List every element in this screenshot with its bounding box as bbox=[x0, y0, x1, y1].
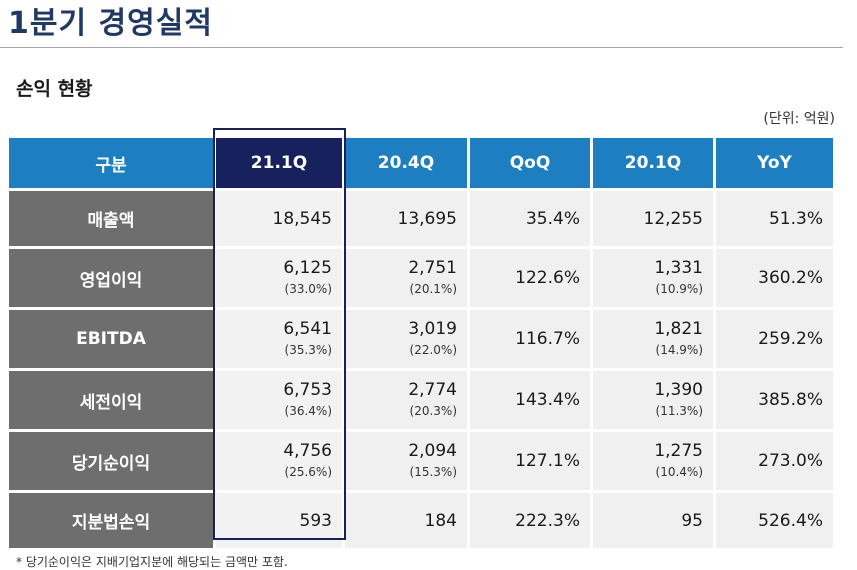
income-statement-table: 구분 21.1Q 20.4Q QoQ 20.1Q YoY 매출액 18,545 13… bbox=[6, 135, 836, 551]
table-row: EBITDA 6,541 (35.3%) 3,019 (22.0%) 116.7% 1,82… bbox=[9, 310, 833, 368]
cell-20-4q: 2,094 (15.3%) bbox=[345, 432, 467, 490]
cell-20-1q: 1,821 (14.9%) bbox=[593, 310, 713, 368]
cell-20-1q: 95 bbox=[593, 493, 713, 548]
cell-20-4q-value: 13,695 bbox=[397, 208, 457, 229]
row-label: 영업이익 bbox=[9, 249, 213, 307]
cell-21-1q-margin: (36.4%) bbox=[284, 404, 332, 418]
cell-20-1q: 12,255 bbox=[593, 191, 713, 246]
cell-20-1q: 1,390 (11.3%) bbox=[593, 371, 713, 429]
section-heading: 손익 현황 bbox=[16, 78, 93, 100]
cell-20-4q: 2,774 (20.3%) bbox=[345, 371, 467, 429]
cell-qoq-value: 122.6% bbox=[515, 268, 580, 288]
cell-20-1q-margin: (10.4%) bbox=[655, 465, 703, 479]
cell-21-1q-margin: (25.6%) bbox=[284, 465, 332, 479]
cell-yoy: 51.3% bbox=[716, 191, 833, 246]
cell-21-1q-value: 6,541 bbox=[283, 319, 332, 339]
cell-yoy-value: 360.2% bbox=[758, 268, 823, 288]
cell-21-1q-value: 6,753 bbox=[283, 380, 332, 400]
cell-20-4q-margin: (15.3%) bbox=[409, 465, 457, 479]
cell-yoy-value: 273.0% bbox=[758, 451, 823, 471]
cell-qoq: 143.4% bbox=[470, 371, 590, 429]
header-category: 구분 bbox=[9, 138, 213, 188]
cell-qoq: 116.7% bbox=[470, 310, 590, 368]
cell-21-1q: 6,125 (33.0%) bbox=[216, 249, 342, 307]
cell-20-4q-value: 3,019 bbox=[408, 319, 457, 339]
cell-qoq: 127.1% bbox=[470, 432, 590, 490]
cell-qoq: 222.3% bbox=[470, 493, 590, 548]
cell-21-1q: 4,756 (25.6%) bbox=[216, 432, 342, 490]
row-label: EBITDA bbox=[9, 310, 213, 368]
table-row: 영업이익 6,125 (33.0%) 2,751 (20.1%) 122.6% 1,331 (… bbox=[9, 249, 833, 307]
cell-20-4q-margin: (20.3%) bbox=[409, 404, 457, 418]
header-20-1q: 20.1Q bbox=[593, 138, 713, 188]
table-row: 지분법손익 593 184 222.3% 95 526.4% bbox=[9, 493, 833, 548]
cell-20-4q-value: 2,774 bbox=[408, 380, 457, 400]
table-row: 세전이익 6,753 (36.4%) 2,774 (20.3%) 143.4% 1,390 (… bbox=[9, 371, 833, 429]
cell-yoy: 526.4% bbox=[716, 493, 833, 548]
cell-20-4q-value: 2,094 bbox=[408, 441, 457, 461]
cell-qoq-value: 222.3% bbox=[515, 510, 580, 531]
row-label: 지분법손익 bbox=[9, 493, 213, 548]
cell-qoq-value: 127.1% bbox=[515, 451, 580, 471]
cell-20-1q-value: 1,275 bbox=[654, 441, 703, 461]
cell-20-1q-value: 1,331 bbox=[654, 258, 703, 278]
cell-yoy: 259.2% bbox=[716, 310, 833, 368]
cell-qoq: 35.4% bbox=[470, 191, 590, 246]
unit-label: (단위: 억원) bbox=[763, 111, 835, 127]
cell-20-1q-margin: (11.3%) bbox=[655, 404, 703, 418]
cell-qoq-value: 35.4% bbox=[525, 208, 580, 229]
cell-21-1q: 18,545 bbox=[216, 191, 342, 246]
cell-20-1q-value: 95 bbox=[681, 510, 703, 531]
cell-20-1q-value: 12,255 bbox=[643, 208, 703, 229]
cell-yoy-value: 259.2% bbox=[758, 329, 823, 349]
cell-20-1q: 1,331 (10.9%) bbox=[593, 249, 713, 307]
cell-yoy: 385.8% bbox=[716, 371, 833, 429]
cell-21-1q: 593 bbox=[216, 493, 342, 548]
cell-qoq: 122.6% bbox=[470, 249, 590, 307]
cell-20-1q-margin: (14.9%) bbox=[655, 343, 703, 357]
cell-20-1q-value: 1,390 bbox=[654, 380, 703, 400]
cell-21-1q-value: 4,756 bbox=[283, 441, 332, 461]
cell-20-1q-value: 1,821 bbox=[654, 319, 703, 339]
cell-20-4q-margin: (20.1%) bbox=[409, 282, 457, 296]
cell-21-1q-margin: (35.3%) bbox=[284, 343, 332, 357]
cell-yoy-value: 51.3% bbox=[768, 208, 823, 229]
cell-20-1q: 1,275 (10.4%) bbox=[593, 432, 713, 490]
cell-yoy-value: 526.4% bbox=[758, 510, 823, 531]
cell-21-1q-value: 18,545 bbox=[272, 208, 332, 229]
row-label: 매출액 bbox=[9, 191, 213, 246]
table-header-row: 구분 21.1Q 20.4Q QoQ 20.1Q YoY bbox=[9, 138, 833, 188]
cell-21-1q-value: 593 bbox=[299, 510, 332, 531]
cell-20-4q-value: 184 bbox=[424, 510, 457, 531]
cell-21-1q-margin: (33.0%) bbox=[284, 282, 332, 296]
cell-yoy: 273.0% bbox=[716, 432, 833, 490]
cell-yoy: 360.2% bbox=[716, 249, 833, 307]
footnote: * 당기순이익은 지배기업지분에 해당되는 금액만 포함. bbox=[16, 555, 288, 569]
cell-20-4q-value: 2,751 bbox=[408, 258, 457, 278]
cell-qoq-value: 116.7% bbox=[515, 329, 580, 349]
cell-20-4q-margin: (22.0%) bbox=[409, 343, 457, 357]
cell-20-4q: 2,751 (20.1%) bbox=[345, 249, 467, 307]
title-divider bbox=[0, 47, 843, 48]
cell-20-1q-margin: (10.9%) bbox=[655, 282, 703, 296]
cell-21-1q-value: 6,125 bbox=[283, 258, 332, 278]
cell-20-4q: 184 bbox=[345, 493, 467, 548]
header-20-4q: 20.4Q bbox=[345, 138, 467, 188]
header-qoq: QoQ bbox=[470, 138, 590, 188]
cell-qoq-value: 143.4% bbox=[515, 390, 580, 410]
header-yoy: YoY bbox=[716, 138, 833, 188]
row-label: 세전이익 bbox=[9, 371, 213, 429]
row-label: 당기순이익 bbox=[9, 432, 213, 490]
table-row: 매출액 18,545 13,695 35.4% 12,255 51.3% bbox=[9, 191, 833, 246]
page-title: 1분기 경영실적 bbox=[8, 6, 213, 41]
table-row: 당기순이익 4,756 (25.6%) 2,094 (15.3%) 127.1% 1,275… bbox=[9, 432, 833, 490]
cell-yoy-value: 385.8% bbox=[758, 390, 823, 410]
cell-20-4q: 13,695 bbox=[345, 191, 467, 246]
header-21-1q: 21.1Q bbox=[216, 138, 342, 188]
cell-21-1q: 6,541 (35.3%) bbox=[216, 310, 342, 368]
cell-21-1q: 6,753 (36.4%) bbox=[216, 371, 342, 429]
cell-20-4q: 3,019 (22.0%) bbox=[345, 310, 467, 368]
